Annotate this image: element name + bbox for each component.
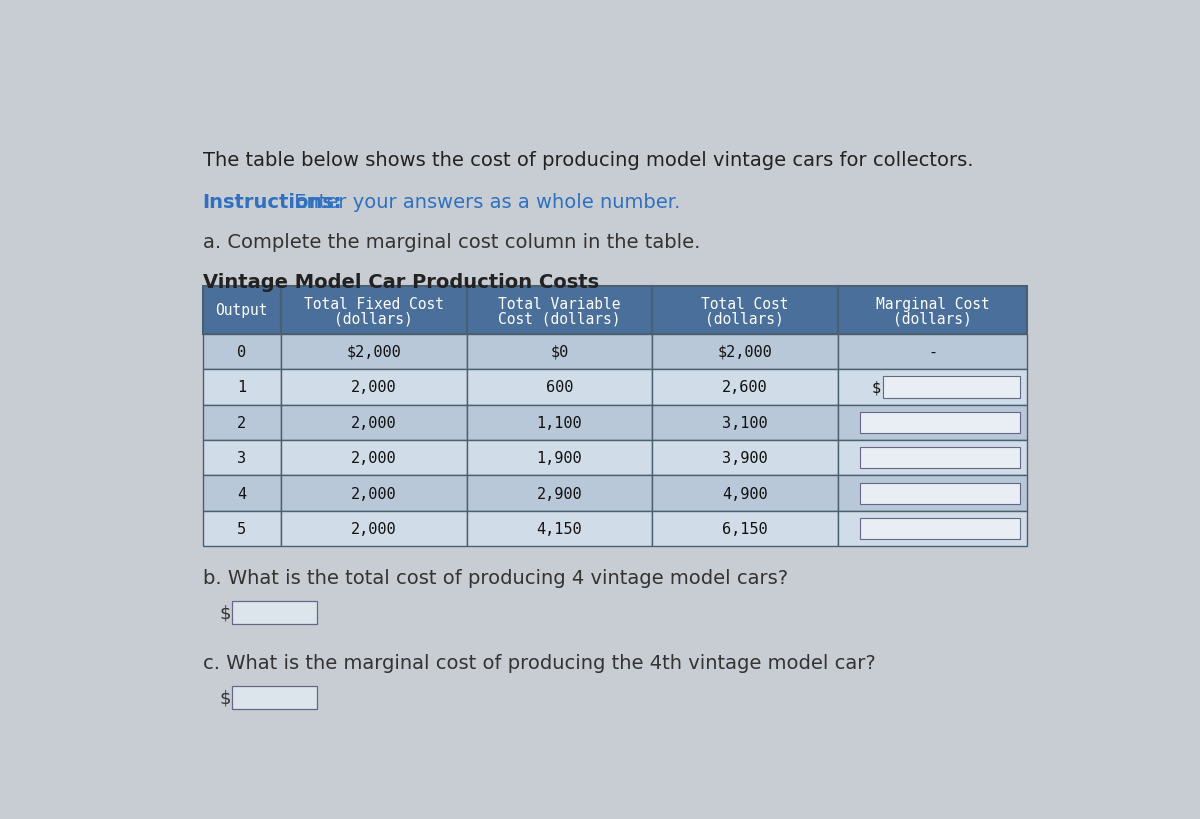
Text: 4: 4 [238, 486, 246, 501]
Bar [203, 405, 281, 441]
Bar [232, 686, 317, 709]
Bar [838, 441, 1027, 476]
Text: 5: 5 [238, 522, 246, 536]
Text: 4,150: 4,150 [536, 522, 582, 536]
Bar [838, 511, 1027, 546]
Bar [203, 369, 281, 405]
Bar [467, 287, 652, 334]
Text: 6,150: 6,150 [722, 522, 768, 536]
Bar [203, 476, 281, 511]
Bar [860, 483, 1020, 505]
Text: c. What is the marginal cost of producing the 4th vintage model car?: c. What is the marginal cost of producin… [203, 653, 876, 672]
Bar [281, 369, 467, 405]
Text: $2,000: $2,000 [347, 345, 401, 360]
Text: Total Fixed Cost: Total Fixed Cost [304, 297, 444, 312]
Bar [467, 369, 652, 405]
Text: Cost (dollars): Cost (dollars) [498, 310, 620, 326]
Bar [652, 511, 838, 546]
Text: $: $ [220, 689, 232, 706]
Bar [281, 511, 467, 546]
Text: 1,900: 1,900 [536, 450, 582, 466]
Text: 2,600: 2,600 [722, 380, 768, 395]
Bar [203, 287, 281, 334]
Bar [652, 441, 838, 476]
Bar [203, 511, 281, 546]
Text: 2,000: 2,000 [350, 450, 397, 466]
Text: a. Complete the marginal cost column in the table.: a. Complete the marginal cost column in … [203, 233, 700, 251]
Bar [652, 334, 838, 369]
Bar [838, 369, 1027, 405]
Text: $: $ [871, 380, 881, 395]
Bar [860, 412, 1020, 433]
Text: 2,000: 2,000 [350, 415, 397, 430]
Text: $: $ [220, 604, 232, 622]
Text: Total Variable: Total Variable [498, 297, 620, 312]
Text: (dollars): (dollars) [335, 310, 413, 326]
Bar [652, 476, 838, 511]
Bar [652, 369, 838, 405]
Text: 3: 3 [238, 450, 246, 466]
Bar [467, 405, 652, 441]
Text: 2,000: 2,000 [350, 522, 397, 536]
Text: (dollars): (dollars) [706, 310, 785, 326]
Text: The table below shows the cost of producing model vintage cars for collectors.: The table below shows the cost of produc… [203, 151, 973, 170]
Bar [467, 476, 652, 511]
Bar [232, 601, 317, 624]
Text: 2,000: 2,000 [350, 486, 397, 501]
Text: 1: 1 [238, 380, 246, 395]
Text: 2,900: 2,900 [536, 486, 582, 501]
Bar [281, 405, 467, 441]
Text: Enter your answers as a whole number.: Enter your answers as a whole number. [288, 192, 680, 212]
Bar [838, 476, 1027, 511]
Bar [203, 441, 281, 476]
Text: -: - [928, 345, 937, 360]
Text: 0: 0 [238, 345, 246, 360]
Bar [467, 334, 652, 369]
Bar [281, 476, 467, 511]
Text: 3,100: 3,100 [722, 415, 768, 430]
Text: 2,000: 2,000 [350, 380, 397, 395]
Bar [652, 287, 838, 334]
Text: Vintage Model Car Production Costs: Vintage Model Car Production Costs [203, 273, 599, 292]
Text: $0: $0 [551, 345, 569, 360]
Bar [467, 511, 652, 546]
Bar [652, 405, 838, 441]
Bar [883, 377, 1020, 398]
Text: 1,100: 1,100 [536, 415, 582, 430]
Text: b. What is the total cost of producing 4 vintage model cars?: b. What is the total cost of producing 4… [203, 568, 788, 587]
Text: 600: 600 [546, 380, 574, 395]
Bar [860, 518, 1020, 540]
Bar [203, 334, 281, 369]
Text: Output: Output [216, 303, 268, 318]
Bar [281, 334, 467, 369]
Text: 2: 2 [238, 415, 246, 430]
Bar [467, 441, 652, 476]
Bar [838, 334, 1027, 369]
Text: (dollars): (dollars) [893, 310, 972, 326]
Text: Total Cost: Total Cost [701, 297, 788, 312]
Text: Instructions:: Instructions: [203, 192, 342, 212]
Bar [281, 441, 467, 476]
Text: Marginal Cost: Marginal Cost [876, 297, 989, 312]
Bar [838, 287, 1027, 334]
Text: 4,900: 4,900 [722, 486, 768, 501]
Bar [281, 287, 467, 334]
Text: 3,900: 3,900 [722, 450, 768, 466]
Text: $2,000: $2,000 [718, 345, 773, 360]
Bar [860, 448, 1020, 468]
Bar [838, 405, 1027, 441]
